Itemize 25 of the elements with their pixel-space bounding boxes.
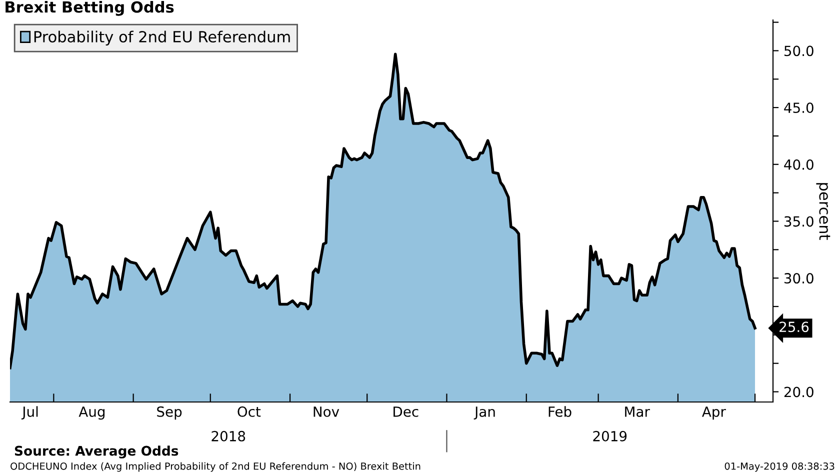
y-tick-label: 30.0 xyxy=(784,273,814,284)
y-tick-label: 50.0 xyxy=(784,46,814,56)
x-tick-label: Feb xyxy=(548,406,572,417)
text: 2018 xyxy=(212,430,246,442)
x-tick-label: Aug xyxy=(78,406,105,420)
x-tick-label: Dec xyxy=(394,406,418,417)
x-tick-label: Jan xyxy=(474,406,495,420)
y-tick-label: 40.0 xyxy=(784,159,814,170)
x-tick-label: Sep xyxy=(157,406,182,420)
text: ODCHEUNO Index (Avg Implied Probability of 2nd EU Referendum - NO) Brexit Bettin xyxy=(10,462,420,472)
y-tick-label: 35.0 xyxy=(784,216,814,227)
chart-title: Brexit Betting Odds xyxy=(6,0,174,16)
y-axis-title: percent xyxy=(816,183,830,240)
x-tick-label: Oct xyxy=(238,406,261,417)
legend-label: Probability of 2nd EU Referendum xyxy=(34,30,290,46)
y-tick-label: 20.0 xyxy=(784,386,814,398)
y-tick-label: 45.0 xyxy=(784,102,814,114)
x-tick-label: Mar xyxy=(625,406,650,417)
data-label: 25.6 xyxy=(780,322,809,332)
x-tick-label: Jul xyxy=(21,406,38,420)
source-note: Source: Average Odds xyxy=(14,446,178,458)
x-tick-label: Apr xyxy=(702,406,726,420)
text: 2019 xyxy=(593,430,627,442)
x-tick-label: Nov xyxy=(314,406,340,417)
text: 01-May-2019 08:38:33 xyxy=(724,462,834,472)
